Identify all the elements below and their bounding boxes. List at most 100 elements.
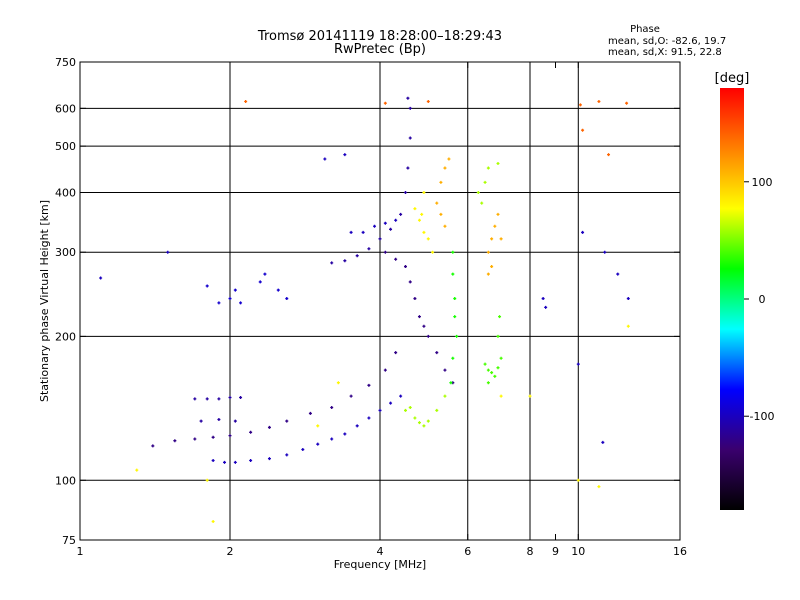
colorbar: [deg] 100 0 -100	[715, 71, 774, 510]
data-point	[343, 259, 347, 263]
data-point	[343, 153, 347, 157]
data-point	[367, 383, 371, 387]
data-point	[453, 297, 457, 301]
data-point	[233, 419, 237, 423]
data-point	[422, 190, 426, 194]
x-tick-label: 8	[527, 545, 534, 558]
data-point	[486, 368, 490, 372]
data-point	[399, 212, 403, 216]
data-point	[576, 362, 580, 366]
data-point	[578, 103, 582, 107]
data-point	[493, 374, 497, 378]
data-point	[373, 224, 377, 228]
data-point	[301, 447, 305, 451]
data-point	[597, 100, 601, 104]
colorbar-label: [deg]	[715, 71, 750, 86]
data-point	[383, 250, 387, 254]
phase-stats: Phase mean, sd,O: -82.6, 19.7 mean, sd,X…	[608, 24, 726, 58]
data-point	[135, 468, 139, 472]
data-point	[443, 368, 447, 372]
colorbar-ticks: 100 0 -100	[744, 176, 774, 423]
data-point	[455, 334, 459, 338]
data-point	[451, 356, 455, 360]
data-point	[490, 265, 494, 269]
data-point	[330, 405, 334, 409]
data-point	[308, 411, 312, 415]
data-point	[228, 297, 232, 301]
data-point	[447, 157, 451, 161]
data-point	[417, 421, 421, 425]
data-point	[267, 425, 271, 429]
data-point	[443, 166, 447, 170]
data-point	[399, 394, 403, 398]
data-point	[223, 460, 227, 464]
data-point	[439, 180, 443, 184]
data-point	[343, 432, 347, 436]
data-point	[193, 397, 197, 401]
data-point	[330, 437, 334, 441]
data-point	[383, 221, 387, 225]
data-point	[367, 416, 371, 420]
data-point	[420, 212, 424, 216]
data-point	[581, 230, 585, 234]
data-point	[486, 250, 490, 254]
colorbar-tick-label: 100	[752, 176, 773, 189]
chart-subtitle: RwPretec (Bp)	[334, 42, 426, 57]
data-point	[249, 458, 253, 462]
data-point	[603, 250, 607, 254]
data-point	[99, 276, 103, 280]
data-point	[426, 334, 430, 338]
data-point	[576, 478, 580, 482]
data-point	[626, 297, 630, 301]
data-point	[426, 237, 430, 241]
y-tick-label: 100	[55, 474, 76, 487]
data-point	[316, 442, 320, 446]
data-point	[435, 201, 439, 205]
data-point	[499, 356, 503, 360]
data-point	[413, 207, 417, 211]
grid-lines	[80, 62, 680, 540]
data-point	[417, 218, 421, 222]
data-point	[408, 106, 412, 110]
data-point	[389, 401, 393, 405]
data-point	[403, 408, 407, 412]
data-point	[349, 394, 353, 398]
data-point	[228, 434, 232, 438]
data-point	[417, 315, 421, 319]
data-point	[443, 224, 447, 228]
data-point	[276, 288, 280, 292]
data-point	[451, 250, 455, 254]
data-point	[383, 101, 387, 105]
data-point	[607, 153, 611, 157]
x-tick-label: 6	[464, 545, 471, 558]
data-point	[486, 272, 490, 276]
data-point	[496, 212, 500, 216]
phase-stats-o: mean, sd,O: -82.6, 19.7	[608, 36, 726, 47]
data-point	[413, 416, 417, 420]
data-point	[499, 237, 503, 241]
data-point	[316, 424, 320, 428]
data-point	[285, 453, 289, 457]
data-point	[597, 485, 601, 489]
data-point	[323, 157, 327, 161]
y-tick-label: 200	[55, 330, 76, 343]
data-point	[426, 419, 430, 423]
x-tick-label: 10	[571, 545, 585, 558]
data-point	[403, 265, 407, 269]
data-point	[205, 478, 209, 482]
data-point	[408, 405, 412, 409]
y-tick-label: 600	[55, 102, 76, 115]
data-point	[541, 297, 545, 301]
data-point	[496, 334, 500, 338]
y-tick-label: 300	[55, 246, 76, 259]
data-point	[394, 257, 398, 261]
data-point	[435, 351, 439, 355]
data-point	[476, 190, 480, 194]
colorbar-tick-label: -100	[750, 410, 775, 423]
data-point	[496, 366, 500, 370]
data-point	[422, 324, 426, 328]
data-point	[490, 237, 494, 241]
x-tick-label: 2	[227, 545, 234, 558]
data-point	[443, 394, 447, 398]
data-point	[486, 166, 490, 170]
